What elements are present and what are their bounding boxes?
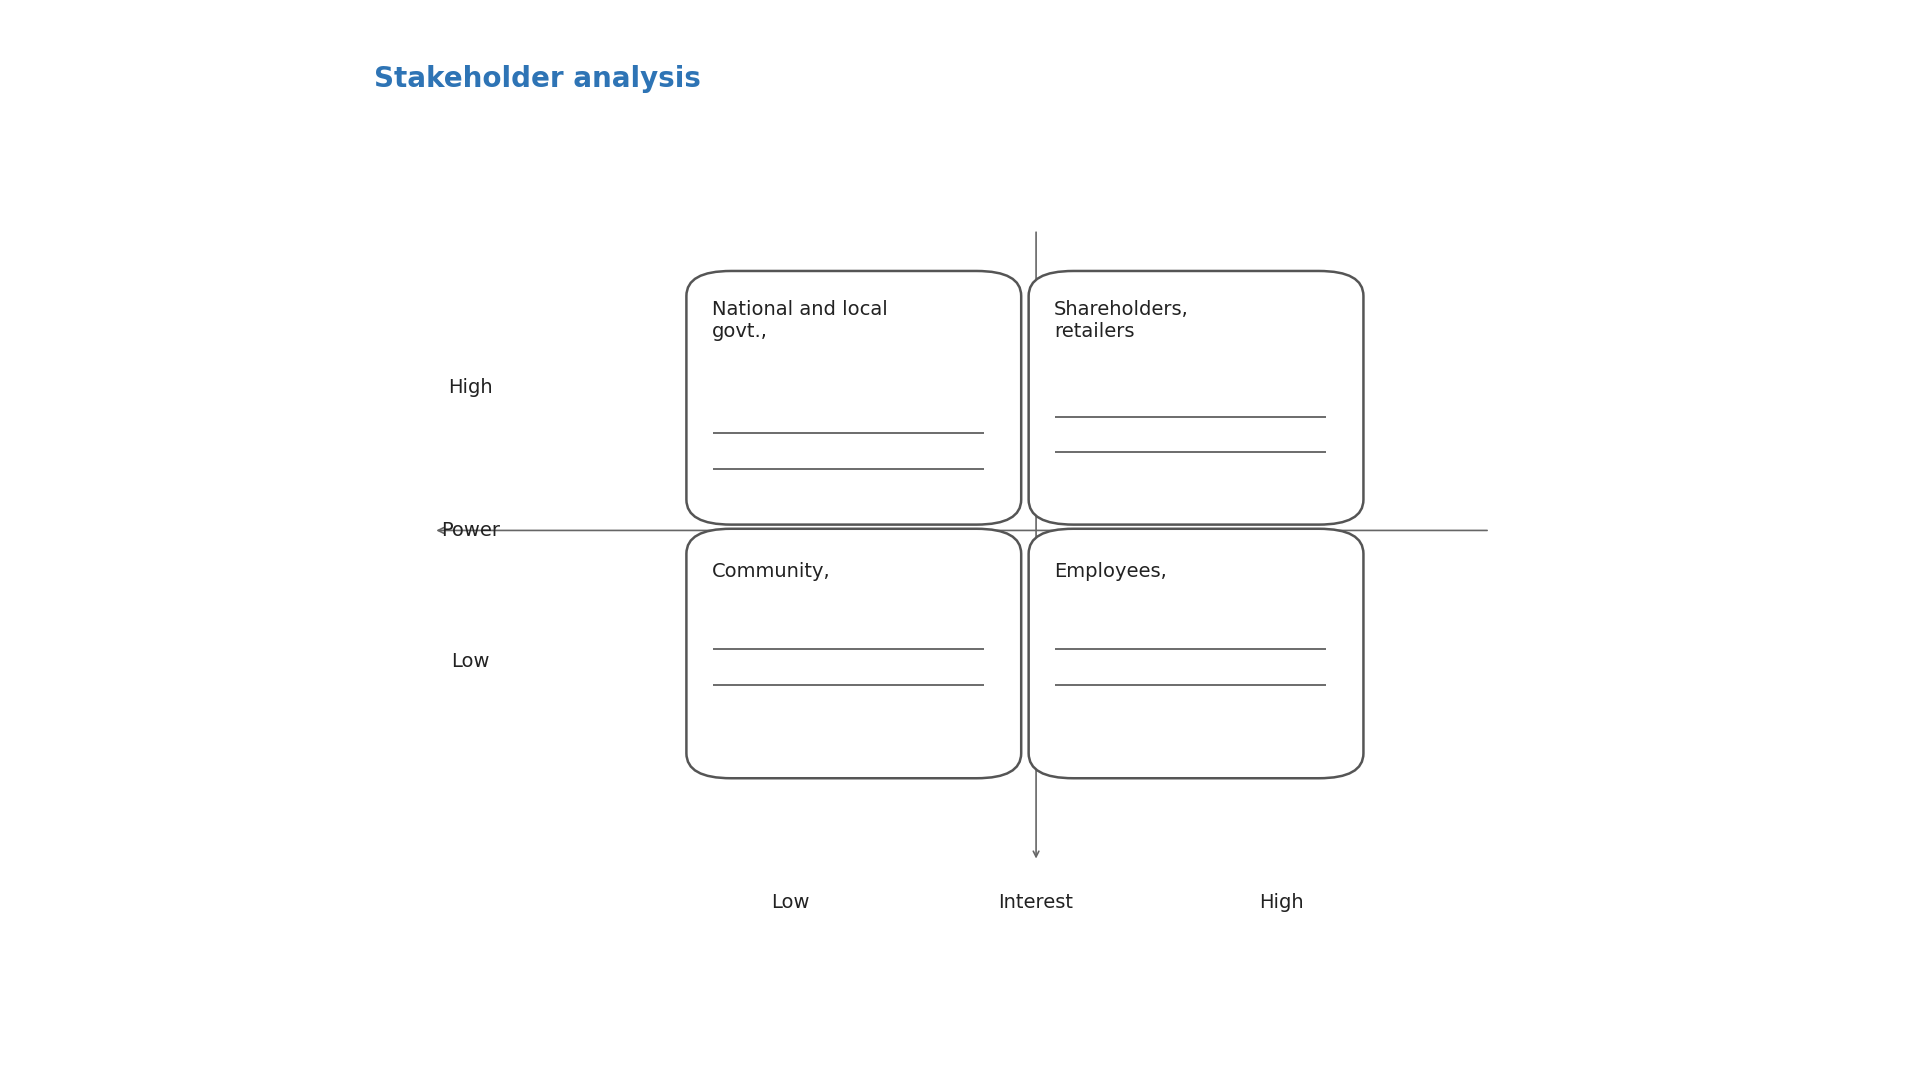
FancyBboxPatch shape [1029, 271, 1363, 525]
Text: Interest: Interest [998, 893, 1073, 913]
Text: Low: Low [772, 893, 810, 913]
Text: Community,: Community, [712, 562, 829, 581]
Text: Employees,: Employees, [1054, 562, 1167, 581]
Text: High: High [449, 378, 493, 396]
FancyBboxPatch shape [687, 271, 1021, 525]
Text: Power: Power [442, 521, 499, 540]
Text: Shareholders,
retailers: Shareholders, retailers [1054, 300, 1188, 341]
FancyBboxPatch shape [1029, 529, 1363, 779]
Text: Low: Low [451, 652, 490, 672]
Text: Stakeholder analysis: Stakeholder analysis [374, 65, 701, 93]
Text: National and local
govt.,: National and local govt., [712, 300, 887, 341]
FancyBboxPatch shape [687, 529, 1021, 779]
Text: High: High [1260, 893, 1304, 913]
